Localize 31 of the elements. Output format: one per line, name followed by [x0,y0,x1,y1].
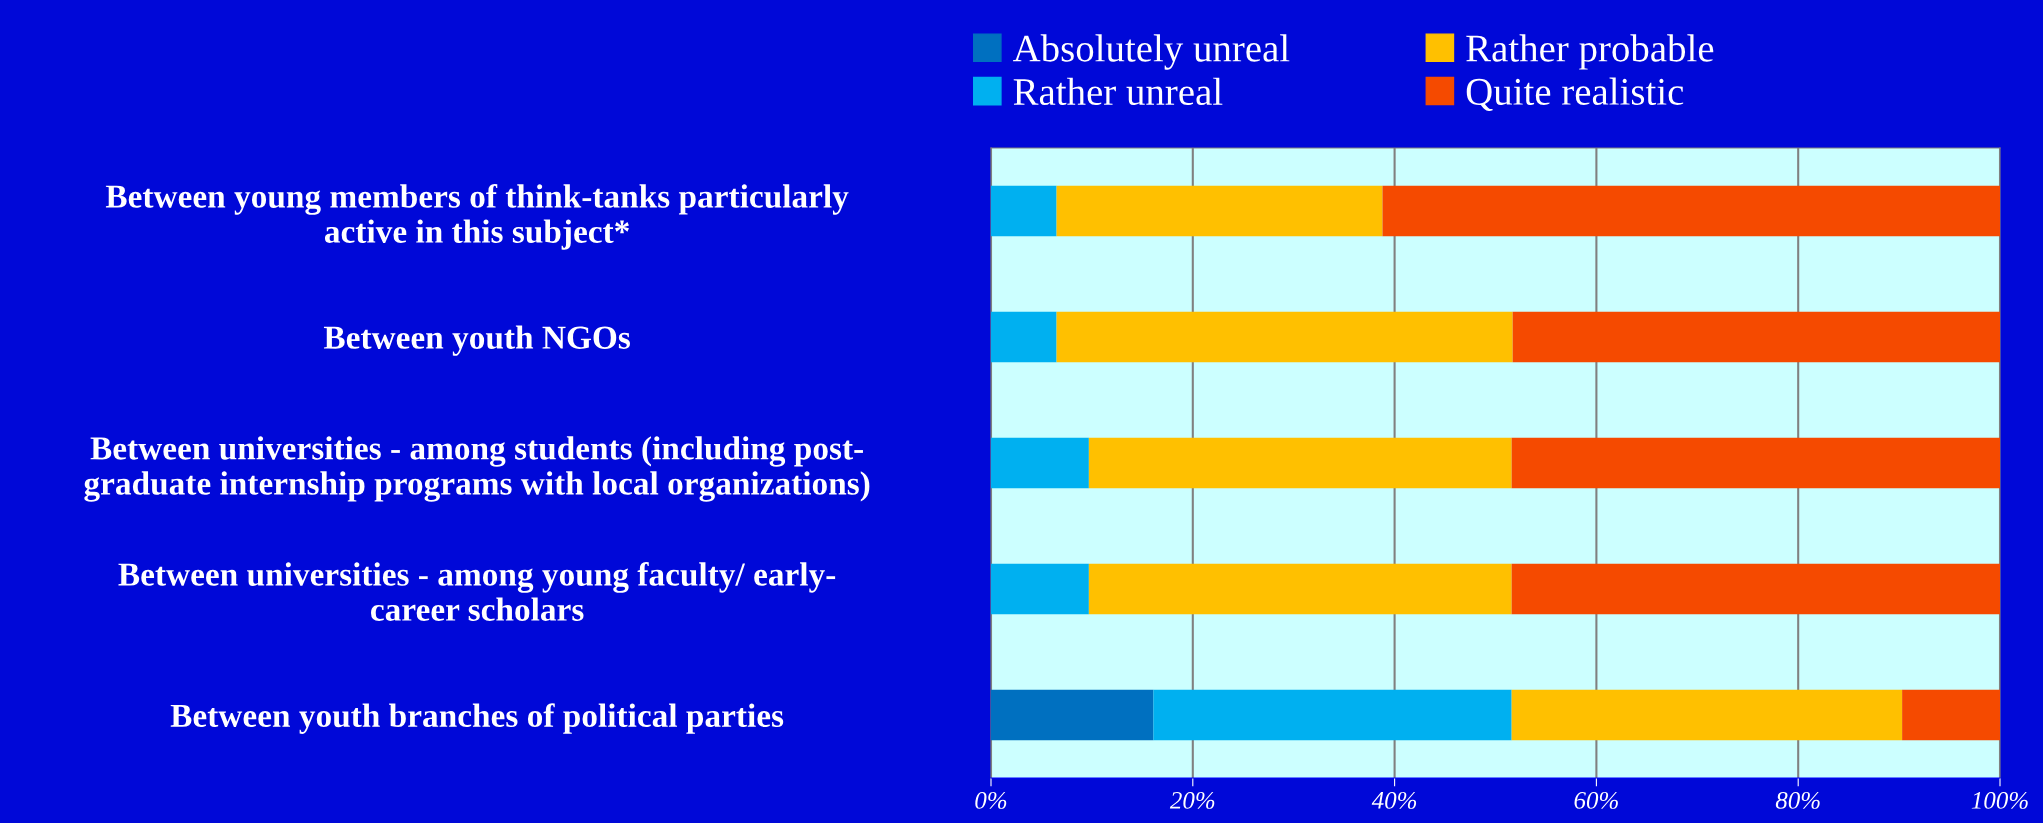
x-tick-label: 0% [975,791,1007,809]
legend-label: Rather probable [1466,34,1714,70]
bar [1382,185,2000,237]
bar [1511,437,2000,489]
y-tick-label: Between youth NGOs [323,325,630,356]
bar [1088,437,1512,489]
bar [991,185,1057,237]
x-tick-label: 100% [1971,791,2028,809]
bar [1056,311,1513,363]
bar [991,437,1089,489]
bar [991,689,1154,741]
bar [1512,311,2000,363]
y-tick-label: Between young members of think-tanks particularly active in this subject* [105,184,849,250]
bar [1511,563,2000,615]
y-tick-label: Between universities - among young faculty/ early- career scholars [118,562,836,621]
bar [1056,185,1383,237]
bar [991,311,1057,363]
bar [991,563,1089,615]
x-tick-label: 40% [1371,791,1417,809]
y-tick-label: Between universities - among students (including post- graduate internship programs with local organizations) [84,436,870,502]
legend-label: Quite realistic [1466,77,1684,111]
x-tick-label: 20% [1169,791,1215,809]
bar [1088,563,1512,615]
y-tick-label: Between youth branches of political parties [170,703,784,734]
x-tick-label: 60% [1574,791,1618,809]
bar [1153,689,1512,741]
legend-label: Rather unreal [1013,77,1223,106]
x-tick-label: 80% [1775,791,1820,809]
bar [1902,689,2000,741]
legend-label: Absolutely unreal [1012,34,1290,70]
bar [1511,689,1903,741]
